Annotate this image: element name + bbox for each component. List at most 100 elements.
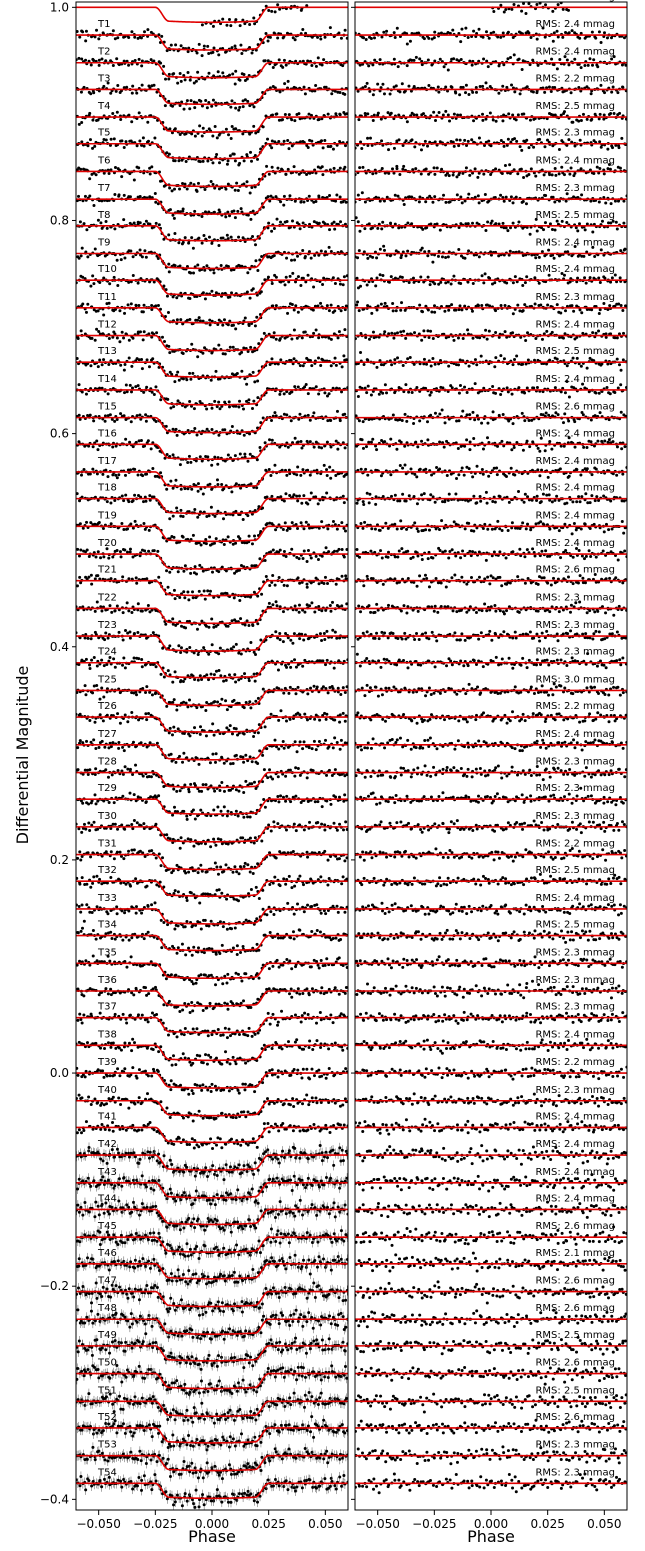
data-point [140,64,144,68]
data-point [140,609,144,613]
data-point [218,407,222,411]
data-point [233,188,237,192]
data-point [204,99,208,103]
data-point [319,249,323,253]
data-point [294,692,298,696]
data-point [294,794,298,798]
data-point [94,173,98,177]
data-point [327,392,331,396]
data-point [136,281,140,285]
data-point [282,139,286,143]
data-point [122,656,126,660]
data-point [173,889,177,893]
data-point [170,733,174,737]
data-point [173,380,177,384]
data-point [325,196,329,200]
data-point [185,378,189,382]
light-curve-t16 [76,436,348,467]
data-point [143,855,147,859]
data-point [128,547,132,551]
data-point [269,194,273,198]
data-point [90,658,94,662]
data-point [327,309,331,313]
data-point [179,318,183,322]
light-curve-t6 [76,164,348,195]
data-point [129,249,133,253]
data-point [297,610,301,614]
data-point [315,928,319,932]
data-point [254,885,258,889]
data-point [316,165,320,169]
data-point [207,678,211,682]
data-point [174,760,178,764]
data-point [296,685,300,689]
data-point [268,199,272,203]
data-point [317,118,321,122]
data-point [128,172,132,176]
data-point [219,838,223,842]
data-point [171,104,175,108]
data-point [122,527,126,531]
data-point [182,73,186,77]
data-point [259,147,263,151]
data-point [284,275,288,279]
data-point [309,113,313,117]
data-point [316,821,320,825]
data-point [306,692,310,696]
data-point [252,734,256,738]
data-point [176,946,180,950]
data-point [181,207,185,211]
data-point [237,789,241,793]
data-point [109,850,113,854]
data-point [187,454,191,458]
data-point [254,131,258,135]
data-point [95,905,99,909]
data-point [235,944,239,948]
data-point [321,685,325,689]
data-point [234,18,238,22]
data-point [176,370,180,374]
data-point [279,794,283,798]
data-point [80,120,84,124]
data-point [93,35,97,39]
data-point [343,92,347,96]
data-point [344,529,347,533]
data-point [294,665,298,669]
data-point [94,937,98,941]
data-point [145,884,149,888]
data-point [249,641,253,645]
data-point [282,203,286,207]
data-point [240,350,244,354]
data-point [338,166,342,170]
data-point [229,762,233,766]
data-point [201,351,205,355]
data-point [309,686,313,690]
data-point [165,49,169,53]
data-point [241,99,245,103]
data-point [211,134,215,138]
data-point [144,712,148,716]
data-point [202,233,206,237]
data-point [166,585,170,589]
data-point [205,264,209,268]
data-point [256,594,260,598]
data-point [123,473,127,477]
data-point [147,365,151,369]
data-point [286,139,290,143]
data-point [130,91,134,95]
data-point [316,35,320,39]
data-point [222,805,226,809]
data-point [256,762,260,765]
data-point [335,193,339,197]
data-point [288,194,292,198]
data-point [307,250,311,254]
data-point [203,268,207,272]
data-point [287,691,291,695]
data-point [246,815,250,819]
data-point [98,877,102,881]
data-point [132,848,136,852]
data-point [77,256,81,260]
data-point [215,153,219,157]
data-point [224,187,228,191]
data-point [256,157,259,161]
